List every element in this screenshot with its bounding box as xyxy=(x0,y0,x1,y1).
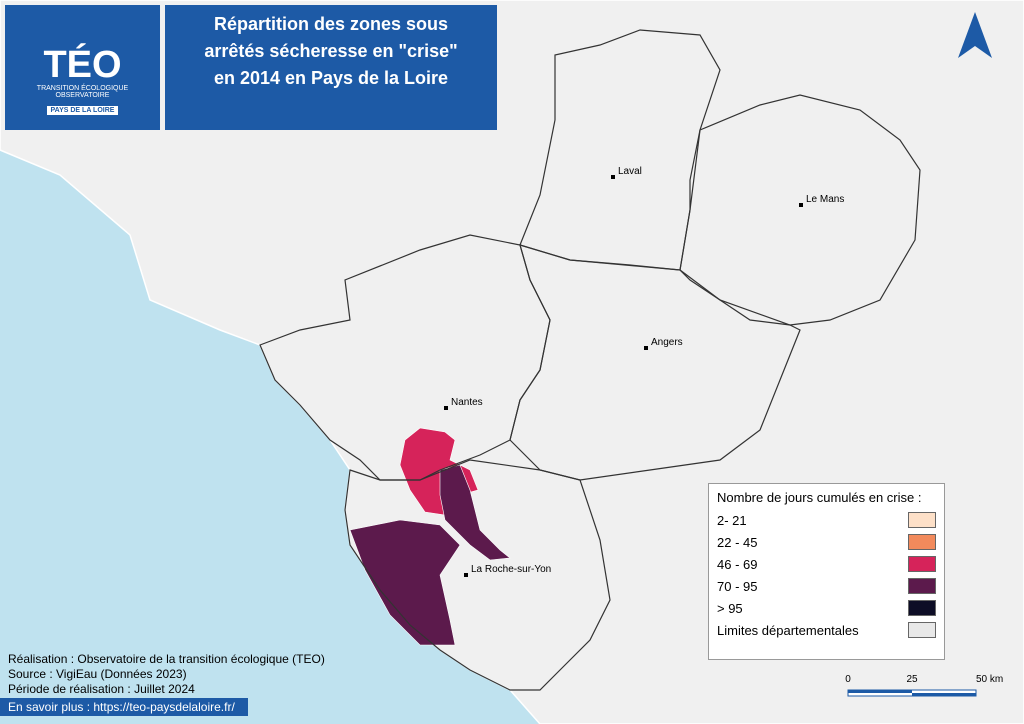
legend-label: 70 - 95 xyxy=(717,578,758,594)
legend-swatch xyxy=(908,578,936,594)
scale-label: 50 km xyxy=(976,674,1003,685)
legend-swatch xyxy=(908,600,936,616)
scale-label: 0 xyxy=(845,674,851,685)
legend-item: 2- 21 xyxy=(717,509,936,531)
credits: Réalisation : Observatoire de la transit… xyxy=(8,652,325,697)
legend-label: 46 - 69 xyxy=(717,556,758,572)
logo-line: TRANSITION ÉCOLOGIQUE xyxy=(36,85,129,92)
city-marker xyxy=(444,406,448,410)
legend-item: > 95 xyxy=(717,597,936,619)
department-loire-atlantique xyxy=(259,234,551,481)
legend-item: 70 - 95 xyxy=(717,575,936,597)
north-arrow xyxy=(958,12,992,58)
scale-bar xyxy=(847,689,977,697)
legend-label: Limites départementales xyxy=(717,622,859,638)
legend-item: 46 - 69 xyxy=(717,553,936,575)
legend-label: 2- 21 xyxy=(717,512,747,528)
drought-zone xyxy=(349,519,461,646)
logo: TÉO TRANSITION ÉCOLOGIQUE OBSERVATOIRE P… xyxy=(5,5,160,130)
scale-label: 25 xyxy=(906,674,918,685)
link[interactable]: En savoir plus : https://teo-paysdelaloi… xyxy=(0,698,248,716)
credit-line: Période de réalisation : Juillet 2024 xyxy=(8,682,195,696)
city-marker xyxy=(611,175,615,179)
legend-swatch xyxy=(908,622,936,638)
city-label: Angers xyxy=(651,337,683,348)
department-vendee xyxy=(344,459,611,691)
legend-label: > 95 xyxy=(717,600,743,616)
logo-name: TÉO xyxy=(43,44,122,86)
legend-label: 22 - 45 xyxy=(717,534,758,550)
city-marker xyxy=(464,573,468,577)
legend-item: 22 - 45 xyxy=(717,531,936,553)
city-label: La Roche-sur-Yon xyxy=(471,564,551,575)
legend-swatch xyxy=(908,534,936,550)
map-title: Répartition des zones sous arrêtés séche… xyxy=(165,5,497,130)
department-sarthe xyxy=(679,94,921,326)
legend-item: Limites départementales xyxy=(717,619,936,641)
logo-line: OBSERVATOIRE xyxy=(55,92,110,99)
legend-title: Nombre de jours cumulés en crise : xyxy=(717,490,922,505)
legend: Nombre de jours cumulés en crise : 2- 21… xyxy=(708,483,945,660)
credit-line: Source : VigiEau (Données 2023) xyxy=(8,667,187,681)
logo-region: PAYS DE LA LOIRE xyxy=(46,106,119,115)
legend-swatch xyxy=(908,512,936,528)
city-marker xyxy=(644,346,648,350)
city-label: Le Mans xyxy=(806,194,844,205)
legend-swatch xyxy=(908,556,936,572)
city-label: Laval xyxy=(618,166,642,177)
city-label: Nantes xyxy=(451,397,483,408)
credit-line: Réalisation : Observatoire de la transit… xyxy=(8,652,325,666)
drought-zone xyxy=(439,464,511,561)
city-marker xyxy=(799,203,803,207)
